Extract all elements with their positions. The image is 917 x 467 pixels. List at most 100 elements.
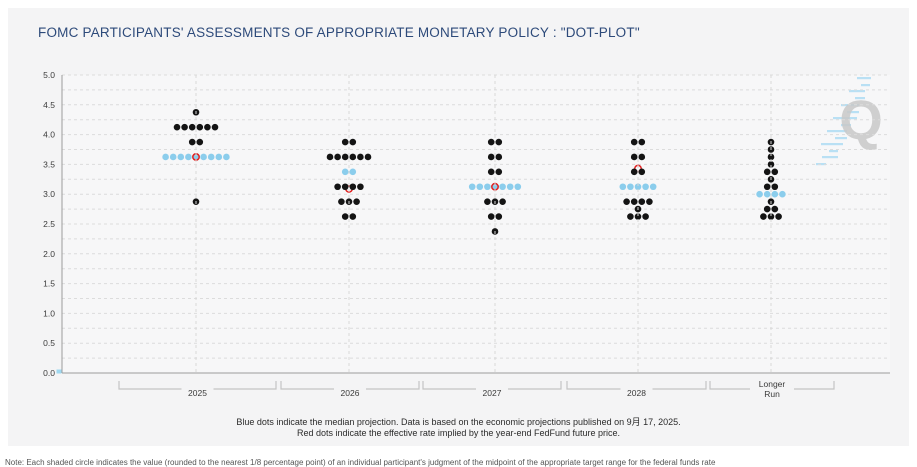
projection-dot <box>638 138 646 146</box>
median-dot <box>499 183 506 191</box>
projection-dot <box>499 198 506 205</box>
projection-dot <box>196 123 204 131</box>
projection-dot <box>642 213 649 220</box>
projection-dot <box>495 138 503 146</box>
projection-dot <box>338 198 345 205</box>
y-tick-label: 0.5 <box>43 338 55 348</box>
watermark-stripe <box>849 90 865 93</box>
y-tick-label: 1.5 <box>43 279 55 289</box>
projection-dot <box>334 153 341 161</box>
category-bracket <box>709 381 835 390</box>
projection-dot <box>188 123 196 131</box>
projection-dot <box>196 138 204 146</box>
median-dot <box>185 153 192 161</box>
projection-dot <box>627 213 634 220</box>
projection-dot <box>630 153 638 161</box>
median-dot <box>215 153 223 161</box>
projection-dot <box>775 213 782 220</box>
chart-footnotes: Blue dots indicate the median projection… <box>8 417 909 439</box>
footnote-red-dots: Red dots indicate the effective rate imp… <box>296 428 620 438</box>
median-dot <box>484 183 491 191</box>
median-dot <box>476 183 484 191</box>
projection-dot <box>634 213 642 220</box>
projection-dot <box>495 168 503 176</box>
projection-dot <box>630 198 638 205</box>
watermark-stripe <box>835 137 847 140</box>
projection-dot <box>341 138 349 146</box>
median-dot <box>779 190 786 198</box>
median-dot <box>634 183 642 191</box>
median-dot <box>514 183 522 191</box>
y-tick-label: 4.5 <box>43 100 55 110</box>
y-tick-label: 5.0 <box>43 70 55 80</box>
projection-dot <box>771 183 779 191</box>
projection-dot <box>173 123 181 131</box>
category-label: 2028 <box>627 388 646 398</box>
projection-dot <box>326 153 334 161</box>
median-dot <box>627 183 634 191</box>
chart-title: FOMC PARTICIPANTS' ASSESSMENTS OF APPROP… <box>38 25 640 40</box>
median-dot <box>341 168 349 176</box>
y-tick-label: 0.0 <box>43 368 55 378</box>
projection-dot <box>484 198 491 205</box>
clipped-bottom-note: Note: Each shaded circle indicates the v… <box>5 458 716 467</box>
projection-dot <box>349 213 357 220</box>
watermark-stripe <box>861 84 870 87</box>
projection-dot <box>771 205 779 213</box>
projection-dot <box>638 198 646 205</box>
median-dot <box>169 153 177 161</box>
median-dot <box>200 153 207 161</box>
median-dot <box>506 183 514 191</box>
projection-dot <box>487 153 495 161</box>
watermark-stripe <box>827 130 847 133</box>
projection-dot <box>638 168 646 176</box>
median-dot <box>649 183 657 191</box>
y-tick-label: 4.0 <box>43 130 55 140</box>
median-dot <box>468 183 476 191</box>
category-label: 2026 <box>341 388 360 398</box>
median-dot <box>207 153 215 161</box>
projection-dot <box>357 153 364 161</box>
median-dot <box>491 183 499 191</box>
projection-dot <box>763 183 771 191</box>
projection-dot <box>638 153 646 161</box>
projection-dot <box>364 153 372 161</box>
projection-dot <box>487 138 495 146</box>
category-bracket <box>566 381 707 390</box>
projection-dot <box>353 198 360 205</box>
footnote-blue-dots: Blue dots indicate the median projection… <box>236 417 681 427</box>
watermark-stripe <box>821 143 843 146</box>
axis-corner-mark <box>56 369 62 374</box>
projection-dot <box>495 213 503 220</box>
y-tick-label: 3.5 <box>43 159 55 169</box>
category-bracket <box>422 381 562 390</box>
y-tick-label: 3.0 <box>43 189 55 199</box>
projection-dot <box>487 168 495 176</box>
watermark-stripe <box>822 156 838 159</box>
category-bracket <box>118 381 277 390</box>
projection-dot <box>204 123 211 131</box>
projection-dot <box>349 138 357 146</box>
median-dot <box>756 190 763 198</box>
watermark-stripe <box>857 77 871 80</box>
projection-dot <box>211 123 219 131</box>
projection-dot <box>763 168 771 176</box>
projection-dot <box>341 153 349 161</box>
projection-dot <box>495 153 503 161</box>
watermark-stripe <box>833 117 857 120</box>
median-dot <box>162 153 169 161</box>
projection-dot <box>341 183 349 191</box>
projection-dot <box>334 183 341 191</box>
median-dot <box>619 183 627 191</box>
y-tick-label: 1.0 <box>43 308 55 318</box>
y-tick-label: 2.0 <box>43 249 55 259</box>
watermark-stripe <box>829 150 838 153</box>
projection-dot <box>487 213 495 220</box>
category-label: Longer Run <box>759 379 786 399</box>
projection-dot <box>349 153 357 161</box>
projection-dot <box>646 198 653 205</box>
median-dot <box>177 153 185 161</box>
projection-dot <box>341 213 349 220</box>
projection-dot <box>630 138 638 146</box>
